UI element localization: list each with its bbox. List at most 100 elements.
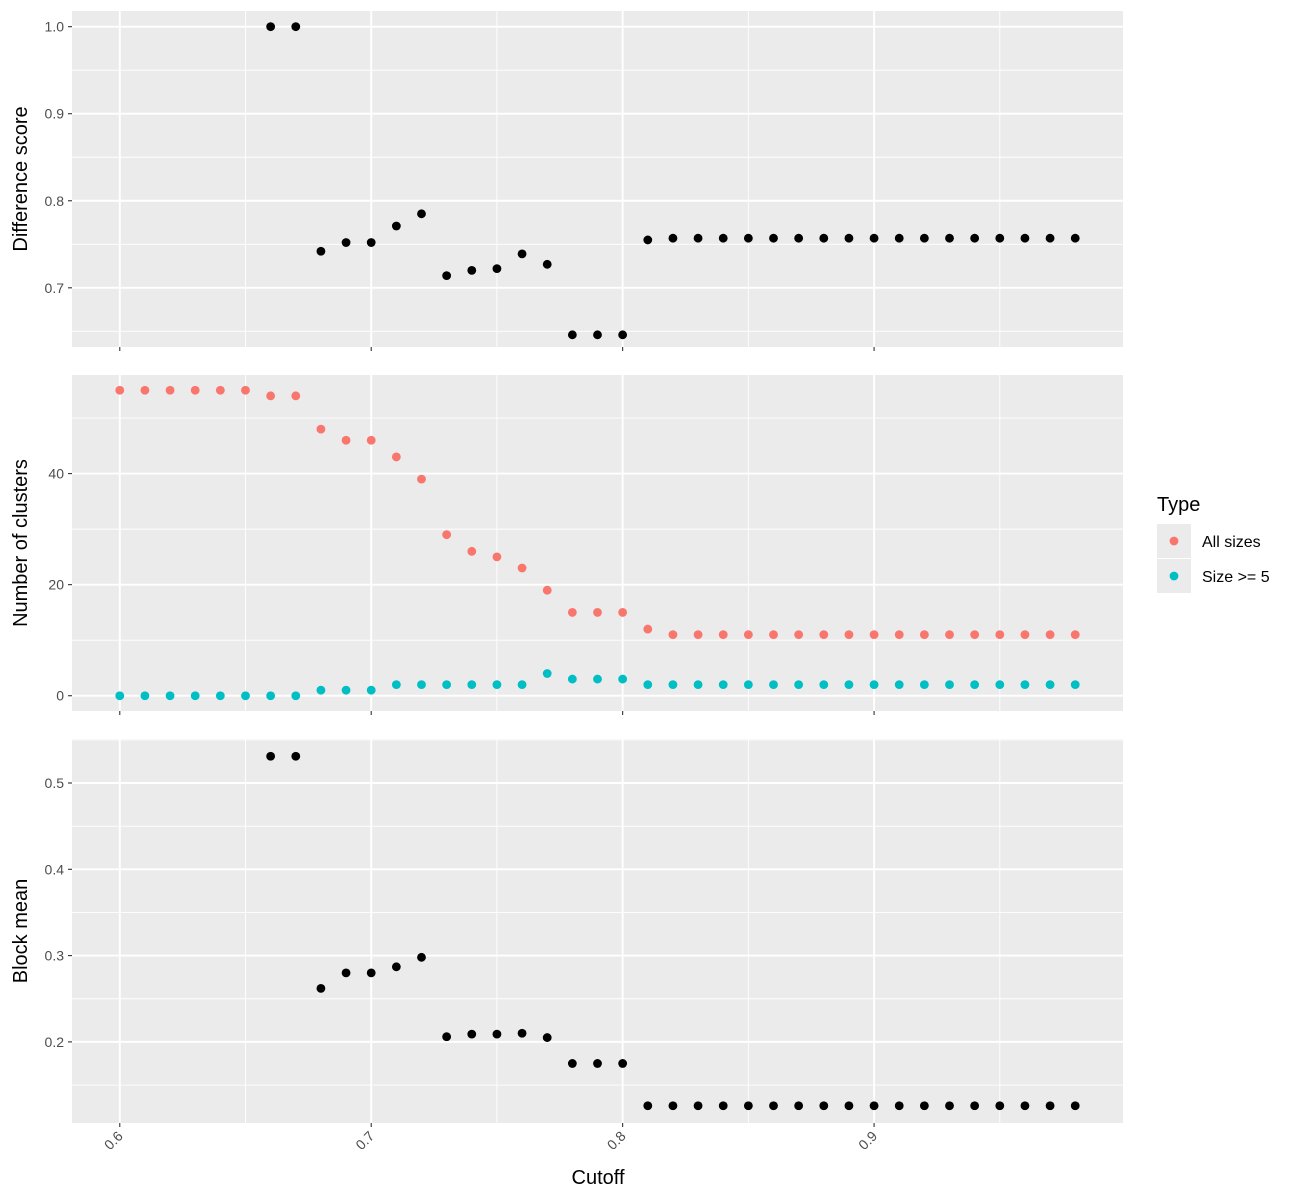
panels-layer: 0.7 0.8 0.9 1.0 Difference score 0 20 40 Number … [10,11,1123,1127]
data-point [492,680,502,690]
legend: Type All sizes Size >= 5 [1157,494,1270,593]
data-point [542,669,552,678]
data-point [894,630,904,640]
data-point [467,1029,477,1039]
data-point [894,680,904,690]
data-point [542,1033,552,1042]
data-point [1045,680,1055,690]
data-point [341,968,351,978]
legend-label: Size >= 5 [1202,569,1270,586]
data-point [341,685,351,695]
data-point [794,1101,804,1111]
panel-2: 0 20 40 Number of clusters [10,375,1123,715]
x-axis: 0.6 0.7 0.8 0.9 [101,1128,881,1153]
data-point [844,630,854,640]
data-point [970,630,980,640]
data-point [995,680,1005,690]
data-point [1070,630,1080,640]
data-point [743,1101,753,1111]
data-point [316,685,326,695]
data-point [718,233,728,243]
data-point [316,424,326,434]
data-point [391,221,401,231]
data-point [341,435,351,445]
data-point [593,674,602,684]
data-point [517,680,527,690]
y-tick-label: 0.3 [45,948,65,964]
data-point [341,238,351,247]
data-point [894,233,904,243]
series-2-1 [115,385,1080,640]
data-point [869,233,879,243]
y-tick-label: 0.7 [45,280,65,296]
y-tick-label: 40 [48,466,64,482]
data-point [241,691,250,701]
legend-title: Type [1157,494,1200,516]
data-point [517,1028,527,1038]
data-point [442,680,452,690]
series-3-1 [266,751,1080,1111]
data-point [819,680,829,690]
data-point [593,1059,602,1068]
data-point [844,1101,854,1111]
data-point [567,608,577,617]
y-tick-label: 0.4 [45,861,65,877]
data-point [417,952,426,962]
series-2-2 [115,669,1080,701]
data-point [743,630,753,640]
y-tick-label: 0.2 [45,1034,65,1050]
legend-key-point [1169,536,1179,546]
data-point [995,1101,1005,1111]
data-point [995,233,1005,243]
legend-item: Size >= 5 [1157,559,1270,593]
data-point [844,680,854,690]
data-point [919,233,929,243]
data-point [970,233,980,243]
data-point [391,452,401,462]
data-point [165,385,175,395]
data-point [618,330,628,340]
data-point [1020,233,1030,243]
data-point [970,1101,980,1111]
y-tick-label: 0 [56,688,64,704]
x-axis-title: Cutoff [572,1167,625,1189]
data-point [945,233,954,243]
data-point [668,233,678,243]
data-point [366,685,376,695]
data-point [567,1059,577,1068]
panel-3: 0.2 0.3 0.4 0.5 Block mean [10,739,1123,1127]
data-point [542,585,552,595]
data-point [593,608,602,617]
data-point [593,330,602,340]
data-point [140,385,150,395]
data-point [995,630,1005,640]
data-point [266,751,276,761]
data-point [266,391,276,401]
data-point [391,962,401,972]
data-point [467,265,477,275]
data-point [190,385,200,395]
data-point [618,1059,628,1068]
data-point [291,751,301,761]
data-point [517,249,527,259]
data-point [1045,1101,1055,1111]
data-point [417,680,426,690]
data-point [1020,680,1030,690]
data-point [366,238,376,247]
y-tick-label: 1.0 [45,19,65,35]
data-point [693,630,703,640]
data-point [618,674,628,684]
data-point [819,1101,829,1111]
data-point [366,435,376,445]
panel-background [72,11,1123,347]
legend-item: All sizes [1157,524,1261,558]
data-point [794,630,804,640]
data-point [643,1101,653,1111]
x-tick-label: 0.6 [101,1128,126,1153]
data-point [718,1101,728,1111]
panel-1: 0.7 0.8 0.9 1.0 Difference score [10,11,1123,351]
data-point [618,608,628,617]
data-point [215,691,225,701]
data-point [718,630,728,640]
